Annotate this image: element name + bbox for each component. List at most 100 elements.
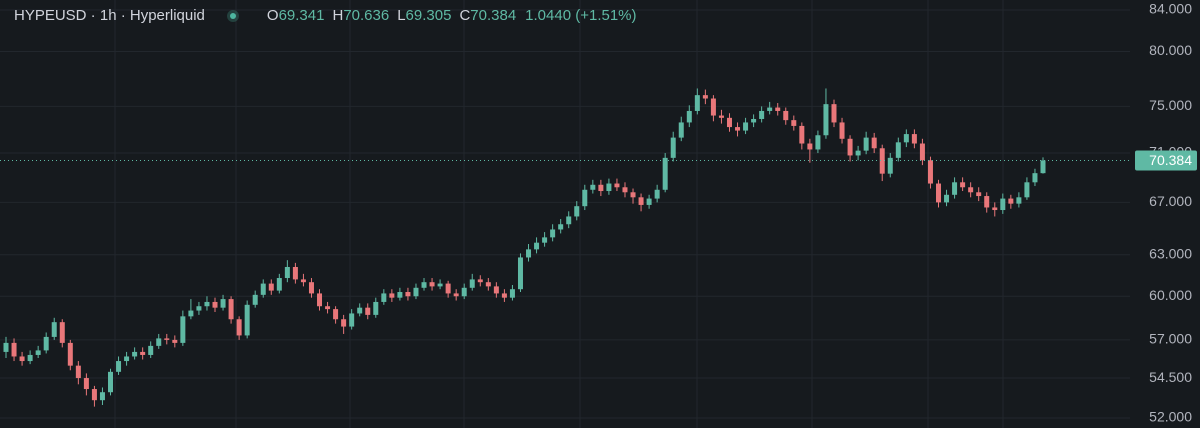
candle-body xyxy=(469,279,475,288)
candle-body xyxy=(992,207,998,211)
candle-body xyxy=(196,306,202,311)
ohlc-value: 70.384 xyxy=(470,7,517,24)
ohlc-key: L xyxy=(397,7,406,24)
candle-body xyxy=(622,187,628,193)
candle-body xyxy=(598,184,604,192)
candle-body xyxy=(670,137,676,158)
candle-body xyxy=(268,283,274,291)
candle-body xyxy=(702,95,708,99)
candle-body xyxy=(413,287,419,297)
candle-body xyxy=(381,293,387,302)
candle-body xyxy=(27,354,33,362)
candle-body xyxy=(116,361,122,372)
candle-body xyxy=(19,356,25,362)
candle-body xyxy=(879,148,885,174)
candle-body xyxy=(365,307,371,315)
candle-body xyxy=(935,183,941,203)
y-tick-label: 75.000 xyxy=(1149,97,1192,113)
candle-body xyxy=(952,182,958,195)
candle-body xyxy=(534,242,540,250)
candle-body xyxy=(919,143,925,161)
candles xyxy=(3,88,1046,407)
y-tick-label: 80.000 xyxy=(1149,42,1192,58)
candle-body xyxy=(839,122,845,139)
y-tick-label: 63.000 xyxy=(1149,245,1192,261)
candle-body xyxy=(976,192,982,197)
candle-body xyxy=(212,301,218,308)
candle-body xyxy=(911,134,917,144)
candle-body xyxy=(823,104,829,136)
y-tick-label: 54.500 xyxy=(1149,369,1192,385)
candle-body xyxy=(903,134,909,143)
candle-body xyxy=(397,292,403,298)
y-tick-label: 57.000 xyxy=(1149,331,1192,347)
candle-body xyxy=(550,229,556,238)
y-tick-label: 60.000 xyxy=(1149,287,1192,303)
candle-body xyxy=(75,365,81,379)
candle-body xyxy=(333,309,339,320)
candle-body xyxy=(831,104,837,123)
last-price-box xyxy=(1135,150,1197,171)
candle-body xyxy=(325,306,331,310)
last-price-label: 70.384 xyxy=(1149,152,1192,168)
candle-body xyxy=(260,283,266,295)
candle-body xyxy=(461,287,467,297)
candle-body xyxy=(799,125,805,144)
candle-body xyxy=(815,135,821,150)
candle-body xyxy=(172,339,178,343)
candle-body xyxy=(1016,197,1022,204)
candle-body xyxy=(317,293,323,307)
candle-body xyxy=(493,286,499,294)
candle-body xyxy=(284,266,290,279)
candle-body xyxy=(349,313,355,327)
candle-body xyxy=(156,338,162,346)
candle-body xyxy=(1000,198,1006,211)
candle-body xyxy=(405,292,411,297)
candle-body xyxy=(11,342,17,357)
candle-body xyxy=(566,216,572,225)
candle-body xyxy=(429,282,435,287)
candle-body xyxy=(373,301,379,315)
candle-body xyxy=(132,351,138,357)
candle-body xyxy=(164,338,170,340)
candle-body xyxy=(855,150,861,156)
candle-body xyxy=(735,127,741,131)
ohlc-key: H xyxy=(332,7,344,24)
candle-body xyxy=(863,137,869,151)
candle-body xyxy=(927,160,933,184)
candle-body xyxy=(726,117,732,128)
candle-body xyxy=(582,189,588,207)
candle-body xyxy=(421,282,427,288)
candle-body xyxy=(542,237,548,243)
candle-body xyxy=(228,299,234,320)
candle-body xyxy=(3,342,9,352)
candle-body xyxy=(558,224,564,230)
candle-body xyxy=(1008,198,1014,204)
legend-header: HYPEUSD · 1h · Hyperliquid O 69.341 H 70.6… xyxy=(14,7,637,24)
candle-body xyxy=(477,279,483,283)
candle-body xyxy=(574,206,580,217)
ohlc-value: 69.305 xyxy=(405,7,452,24)
candle-body xyxy=(960,182,966,188)
candle-body xyxy=(292,266,298,280)
candle-body xyxy=(759,110,765,119)
candle-body xyxy=(686,110,692,123)
candle-body xyxy=(180,316,186,343)
y-tick-label: 52.000 xyxy=(1149,409,1192,425)
time-grid xyxy=(114,0,1004,428)
candle-body xyxy=(220,299,226,308)
candle-body xyxy=(662,157,668,190)
candle-body xyxy=(646,198,652,205)
candle-body xyxy=(148,345,154,355)
symbol-title: HYPEUSD · 1h · Hyperliquid xyxy=(14,7,205,24)
candle-body xyxy=(847,138,853,156)
candle-body xyxy=(124,356,130,362)
y-tick-label: 84.000 xyxy=(1149,1,1192,17)
y-tick-label: 67.000 xyxy=(1149,193,1192,209)
candle-body xyxy=(35,350,41,355)
candle-body xyxy=(188,310,194,317)
candle-body xyxy=(389,293,395,298)
status-dot xyxy=(226,9,239,22)
